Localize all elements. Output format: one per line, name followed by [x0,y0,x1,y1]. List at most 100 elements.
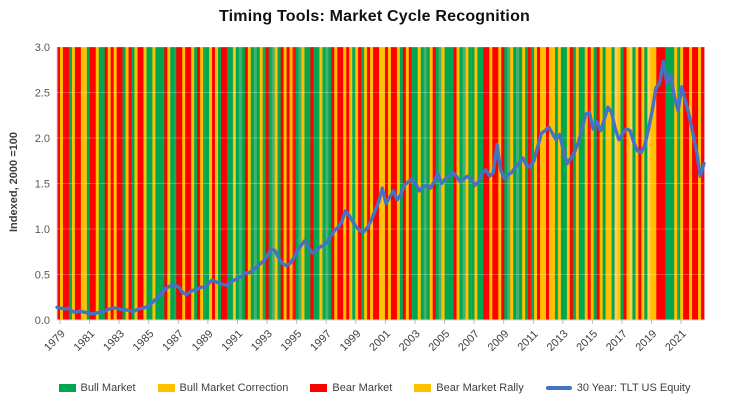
regime-stripe [280,47,284,320]
regime-stripe [119,47,123,320]
regime-stripe [516,47,520,320]
regime-stripe [435,47,440,320]
regime-stripe [232,47,237,320]
regime-stripe [367,47,371,320]
regime-stripe [686,47,690,320]
regime-stripe [387,47,392,320]
regime-stripe [247,47,252,320]
legend-label: Bear Market Rally [436,382,524,394]
regime-stripe [548,47,553,320]
regime-stripe [489,47,493,320]
regime-stripe [292,47,296,320]
regime-stripe [116,47,121,320]
regime-stripe [220,47,225,320]
regime-stripe [423,47,428,320]
x-tick-label: 2013 [545,328,571,354]
regime-stripe [253,47,258,320]
regime-stripe [504,47,508,320]
regime-stripe [554,47,559,320]
regime-stripe [692,47,696,320]
regime-stripe [143,47,147,320]
regime-stripe [197,47,201,320]
regime-stripe [507,47,511,320]
regime-stripe [134,47,138,320]
legend-item-bull-market: Bull Market [58,382,136,394]
regime-stripe [310,47,314,320]
regime-stripe [525,47,529,320]
regime-stripe [578,47,583,320]
regime-stripe [408,47,413,320]
regime-stripe [537,47,541,320]
regime-stripe [340,47,344,320]
regime-stripe [349,47,353,320]
regime-stripe [343,47,347,320]
regime-stripe [262,47,267,320]
regime-stripe [226,47,231,320]
tlt-equity-line [55,59,706,316]
regime-stripe [301,47,305,320]
regime-stripe [334,47,338,320]
regime-stripe [510,47,514,320]
regime-stripe [137,47,141,320]
regime-stripe [274,47,279,320]
regime-stripe [528,47,532,320]
regime-stripe [107,47,112,320]
regime-stripe [563,47,568,320]
regime-stripe [543,47,547,320]
regime-stripe [328,47,332,320]
regime-stripe [265,47,270,320]
regime-stripe [632,47,636,320]
regime-stripe [331,47,335,320]
regime-stripe [355,47,359,320]
regime-stripe [468,47,472,320]
regime-stripe [662,47,666,320]
x-tick-label: 1985 [131,328,157,354]
regime-stripe [477,47,481,320]
regime-stripe [125,47,129,320]
regime-stripe [557,47,562,320]
chart-title: Timing Tools: Market Cycle Recognition [218,8,531,25]
regime-stripe [671,47,675,320]
y-tick-label: 0.0 [35,315,50,327]
legend-box-swatch [310,384,328,392]
regime-stripe [522,47,526,320]
regime-stripe [244,47,249,320]
regime-stripe [596,47,601,320]
regime-stripe [238,47,243,320]
legend-label: 30 Year: TLT US Equity [576,382,691,394]
regime-stripe [122,47,126,320]
y-tick-label: 3.0 [35,42,50,54]
legend-label: Bull Market Correction [179,382,289,394]
y-tick-label: 0.5 [35,270,50,282]
regime-stripe [462,47,466,320]
legend-item-bear-market-rally: Bear Market Rally [414,382,524,394]
regime-stripe [250,47,255,320]
regime-stripe [209,47,213,320]
x-tick-label: 1995 [279,328,305,354]
regime-stripe [191,47,195,320]
regime-stripe [74,47,79,320]
regime-stripe [376,47,380,320]
x-tick-label: 2009 [486,328,512,354]
regime-stripe [680,47,684,320]
regime-stripe [313,47,317,320]
regime-stripe [420,47,425,320]
regime-stripe [584,47,589,320]
regime-stripe [695,47,699,320]
regime-stripe [620,47,624,320]
regime-stripe [638,47,642,320]
x-tick-label: 1981 [72,328,98,354]
chart-legend: Bull Market Bull Market Correction Bear Ma… [0,382,749,394]
regime-stripe [140,47,144,320]
regime-stripe [59,47,64,320]
regime-stripe [608,47,612,320]
regime-stripe [605,47,609,320]
regime-stripe [611,47,615,320]
regime-stripe [587,47,592,320]
regime-stripe [256,47,261,320]
regime-stripe [370,47,374,320]
regime-stripe [167,47,171,320]
regime-stripe [647,47,651,320]
